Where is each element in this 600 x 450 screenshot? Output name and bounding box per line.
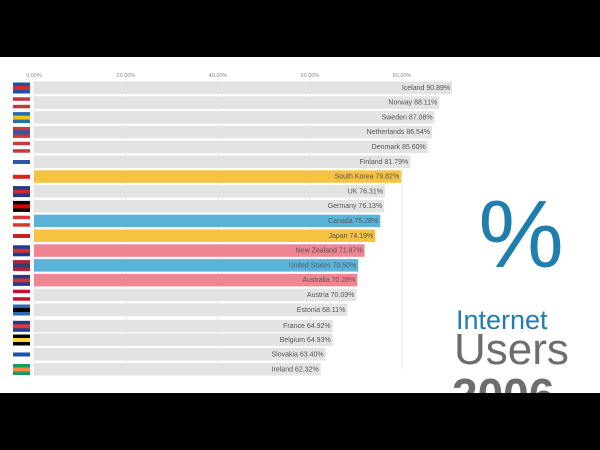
bar bbox=[34, 229, 376, 242]
bar bbox=[34, 303, 348, 316]
bar-label: Japan 74.19% bbox=[329, 233, 374, 240]
estonia-flag bbox=[13, 304, 30, 316]
france-flag bbox=[13, 320, 30, 332]
bar-label: South Korea 79.82% bbox=[335, 174, 400, 181]
australia-flag bbox=[13, 274, 30, 286]
bar-label: Austria 70.09% bbox=[307, 292, 354, 299]
bar-label: Australia 70.28% bbox=[302, 277, 355, 284]
slovakia-flag bbox=[13, 349, 30, 360]
bar-label: Norway 88.11% bbox=[388, 100, 437, 107]
bar bbox=[34, 81, 453, 94]
bar bbox=[34, 319, 333, 333]
norway-flag bbox=[13, 97, 30, 109]
bar-label: Ireland 62.32% bbox=[272, 366, 319, 373]
bar-label: Sweden 87.08% bbox=[382, 114, 433, 121]
bar-label: Belgium 64.93% bbox=[280, 337, 331, 344]
bar-label: Canada 75.28% bbox=[328, 218, 378, 225]
bar bbox=[34, 170, 402, 183]
austria-flag bbox=[13, 289, 30, 301]
bar bbox=[34, 199, 385, 213]
bar-label: Slovakia 63.40% bbox=[271, 351, 323, 358]
bar-label: Finland 81.79% bbox=[360, 159, 409, 166]
south-korea-flag bbox=[13, 171, 30, 183]
bar bbox=[34, 333, 333, 346]
bar-label: UK 76.31% bbox=[348, 188, 383, 195]
ireland-flag bbox=[13, 364, 30, 375]
x-tick-label: 80.00% bbox=[393, 73, 412, 79]
uk-flag bbox=[13, 186, 30, 198]
iceland-flag bbox=[13, 82, 30, 94]
bar bbox=[34, 348, 326, 361]
bar-label: Iceland 90.89% bbox=[402, 85, 450, 92]
bar bbox=[34, 288, 357, 302]
x-tick-label: 0.00% bbox=[26, 73, 42, 79]
germany-flag bbox=[13, 200, 30, 212]
bar bbox=[34, 259, 359, 272]
bar bbox=[34, 140, 428, 154]
bar bbox=[34, 363, 321, 376]
belgium-flag bbox=[13, 334, 30, 346]
bar-label: Netherlands 86.54% bbox=[367, 129, 430, 136]
bar-label: France 64.92% bbox=[283, 323, 330, 330]
title-users: Users bbox=[454, 325, 569, 374]
bar bbox=[34, 273, 358, 287]
x-tick-label: 20.00% bbox=[117, 73, 136, 79]
bar-label: Germany 76.13% bbox=[328, 203, 382, 210]
percent-symbol: % bbox=[478, 181, 564, 288]
bar bbox=[34, 96, 440, 109]
usa-flag bbox=[13, 260, 30, 272]
netherlands-flag bbox=[13, 126, 30, 138]
bar bbox=[34, 185, 386, 198]
x-tick-label: 40.00% bbox=[209, 73, 228, 79]
finland-flag bbox=[13, 156, 30, 168]
bar bbox=[34, 125, 433, 139]
bar bbox=[34, 111, 435, 124]
chart-frame: 0.00% 20.00% 40.00% 60.00% 80.00% Iceland 90.… bbox=[0, 57, 600, 393]
x-tick-label: 60.00% bbox=[301, 73, 320, 79]
title-internet: Internet bbox=[456, 305, 548, 335]
denmark-flag bbox=[13, 141, 30, 153]
canada-flag bbox=[13, 215, 30, 227]
bar bbox=[34, 244, 365, 257]
bar-label: Estonia 68.11% bbox=[297, 307, 346, 314]
new-zealand-flag bbox=[13, 245, 30, 257]
sweden-flag bbox=[13, 112, 30, 124]
title-year: 2006 bbox=[452, 371, 554, 393]
bar-label: United States 70.50% bbox=[289, 262, 357, 269]
bar-chart: 0.00% 20.00% 40.00% 60.00% 80.00% Iceland 90.… bbox=[13, 73, 453, 376]
bar bbox=[34, 214, 381, 228]
bar bbox=[34, 155, 411, 168]
japan-flag bbox=[13, 230, 30, 242]
bar-label: Denmark 85.60% bbox=[372, 144, 426, 151]
bar-label: New Zealand 71.87% bbox=[296, 248, 363, 255]
